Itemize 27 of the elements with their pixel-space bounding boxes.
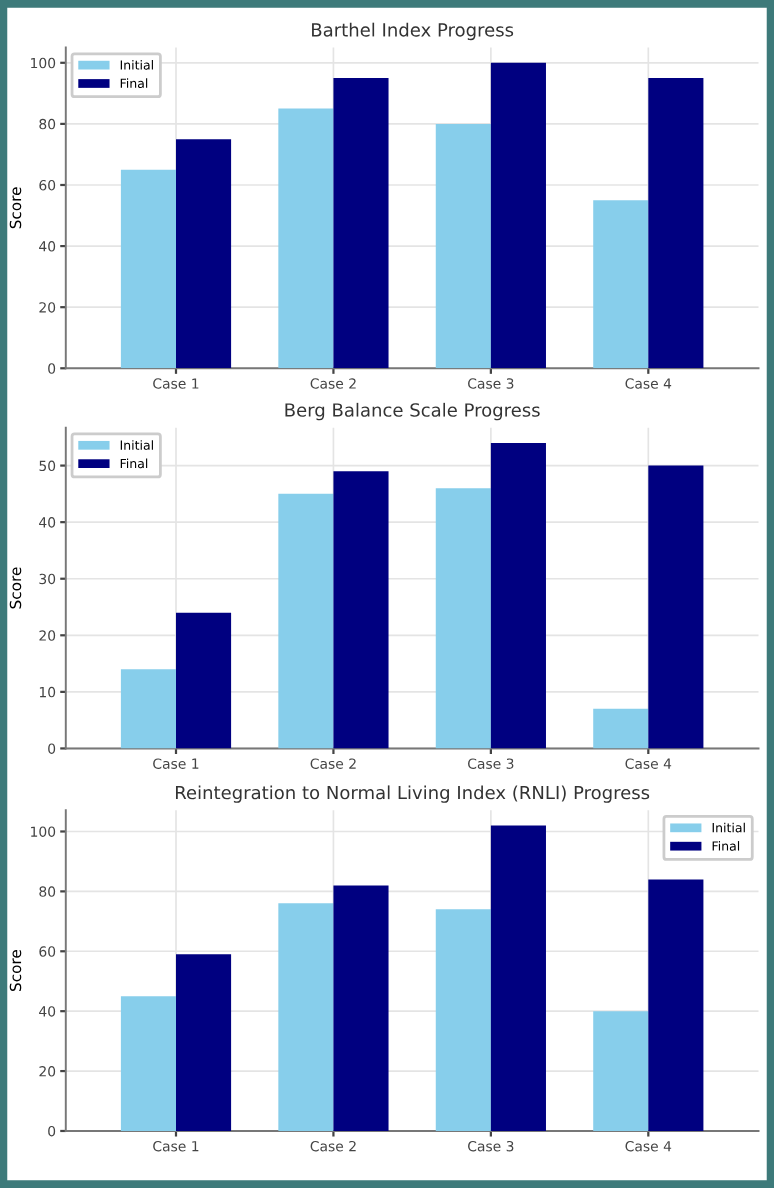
chart-title: Barthel Index Progress: [312, 22, 514, 41]
bar: [435, 123, 491, 369]
bar: [648, 879, 704, 1131]
bar: [593, 1011, 649, 1131]
bar: [490, 825, 546, 1131]
bar: [176, 612, 232, 749]
bar: [648, 465, 704, 749]
bar: [120, 669, 176, 749]
bar: [435, 909, 491, 1131]
bar: [648, 78, 704, 369]
bar: [333, 471, 389, 749]
chart-title: Berg Balance Scale Progress: [285, 402, 540, 421]
bar: [435, 488, 491, 749]
bar: [593, 200, 649, 369]
bar: [333, 78, 389, 369]
bar: [490, 62, 546, 369]
bar: [278, 903, 334, 1131]
bar: [278, 493, 334, 749]
bar: [490, 442, 546, 749]
bar: [120, 996, 176, 1131]
bar: [333, 885, 389, 1131]
bar: [278, 108, 334, 369]
bar: [176, 139, 232, 369]
bar: [176, 954, 232, 1131]
chart-title: Reintegration to Normal Living Index (RNLI) Progress: [175, 785, 650, 803]
bar: [120, 169, 176, 369]
bar: [593, 708, 649, 749]
